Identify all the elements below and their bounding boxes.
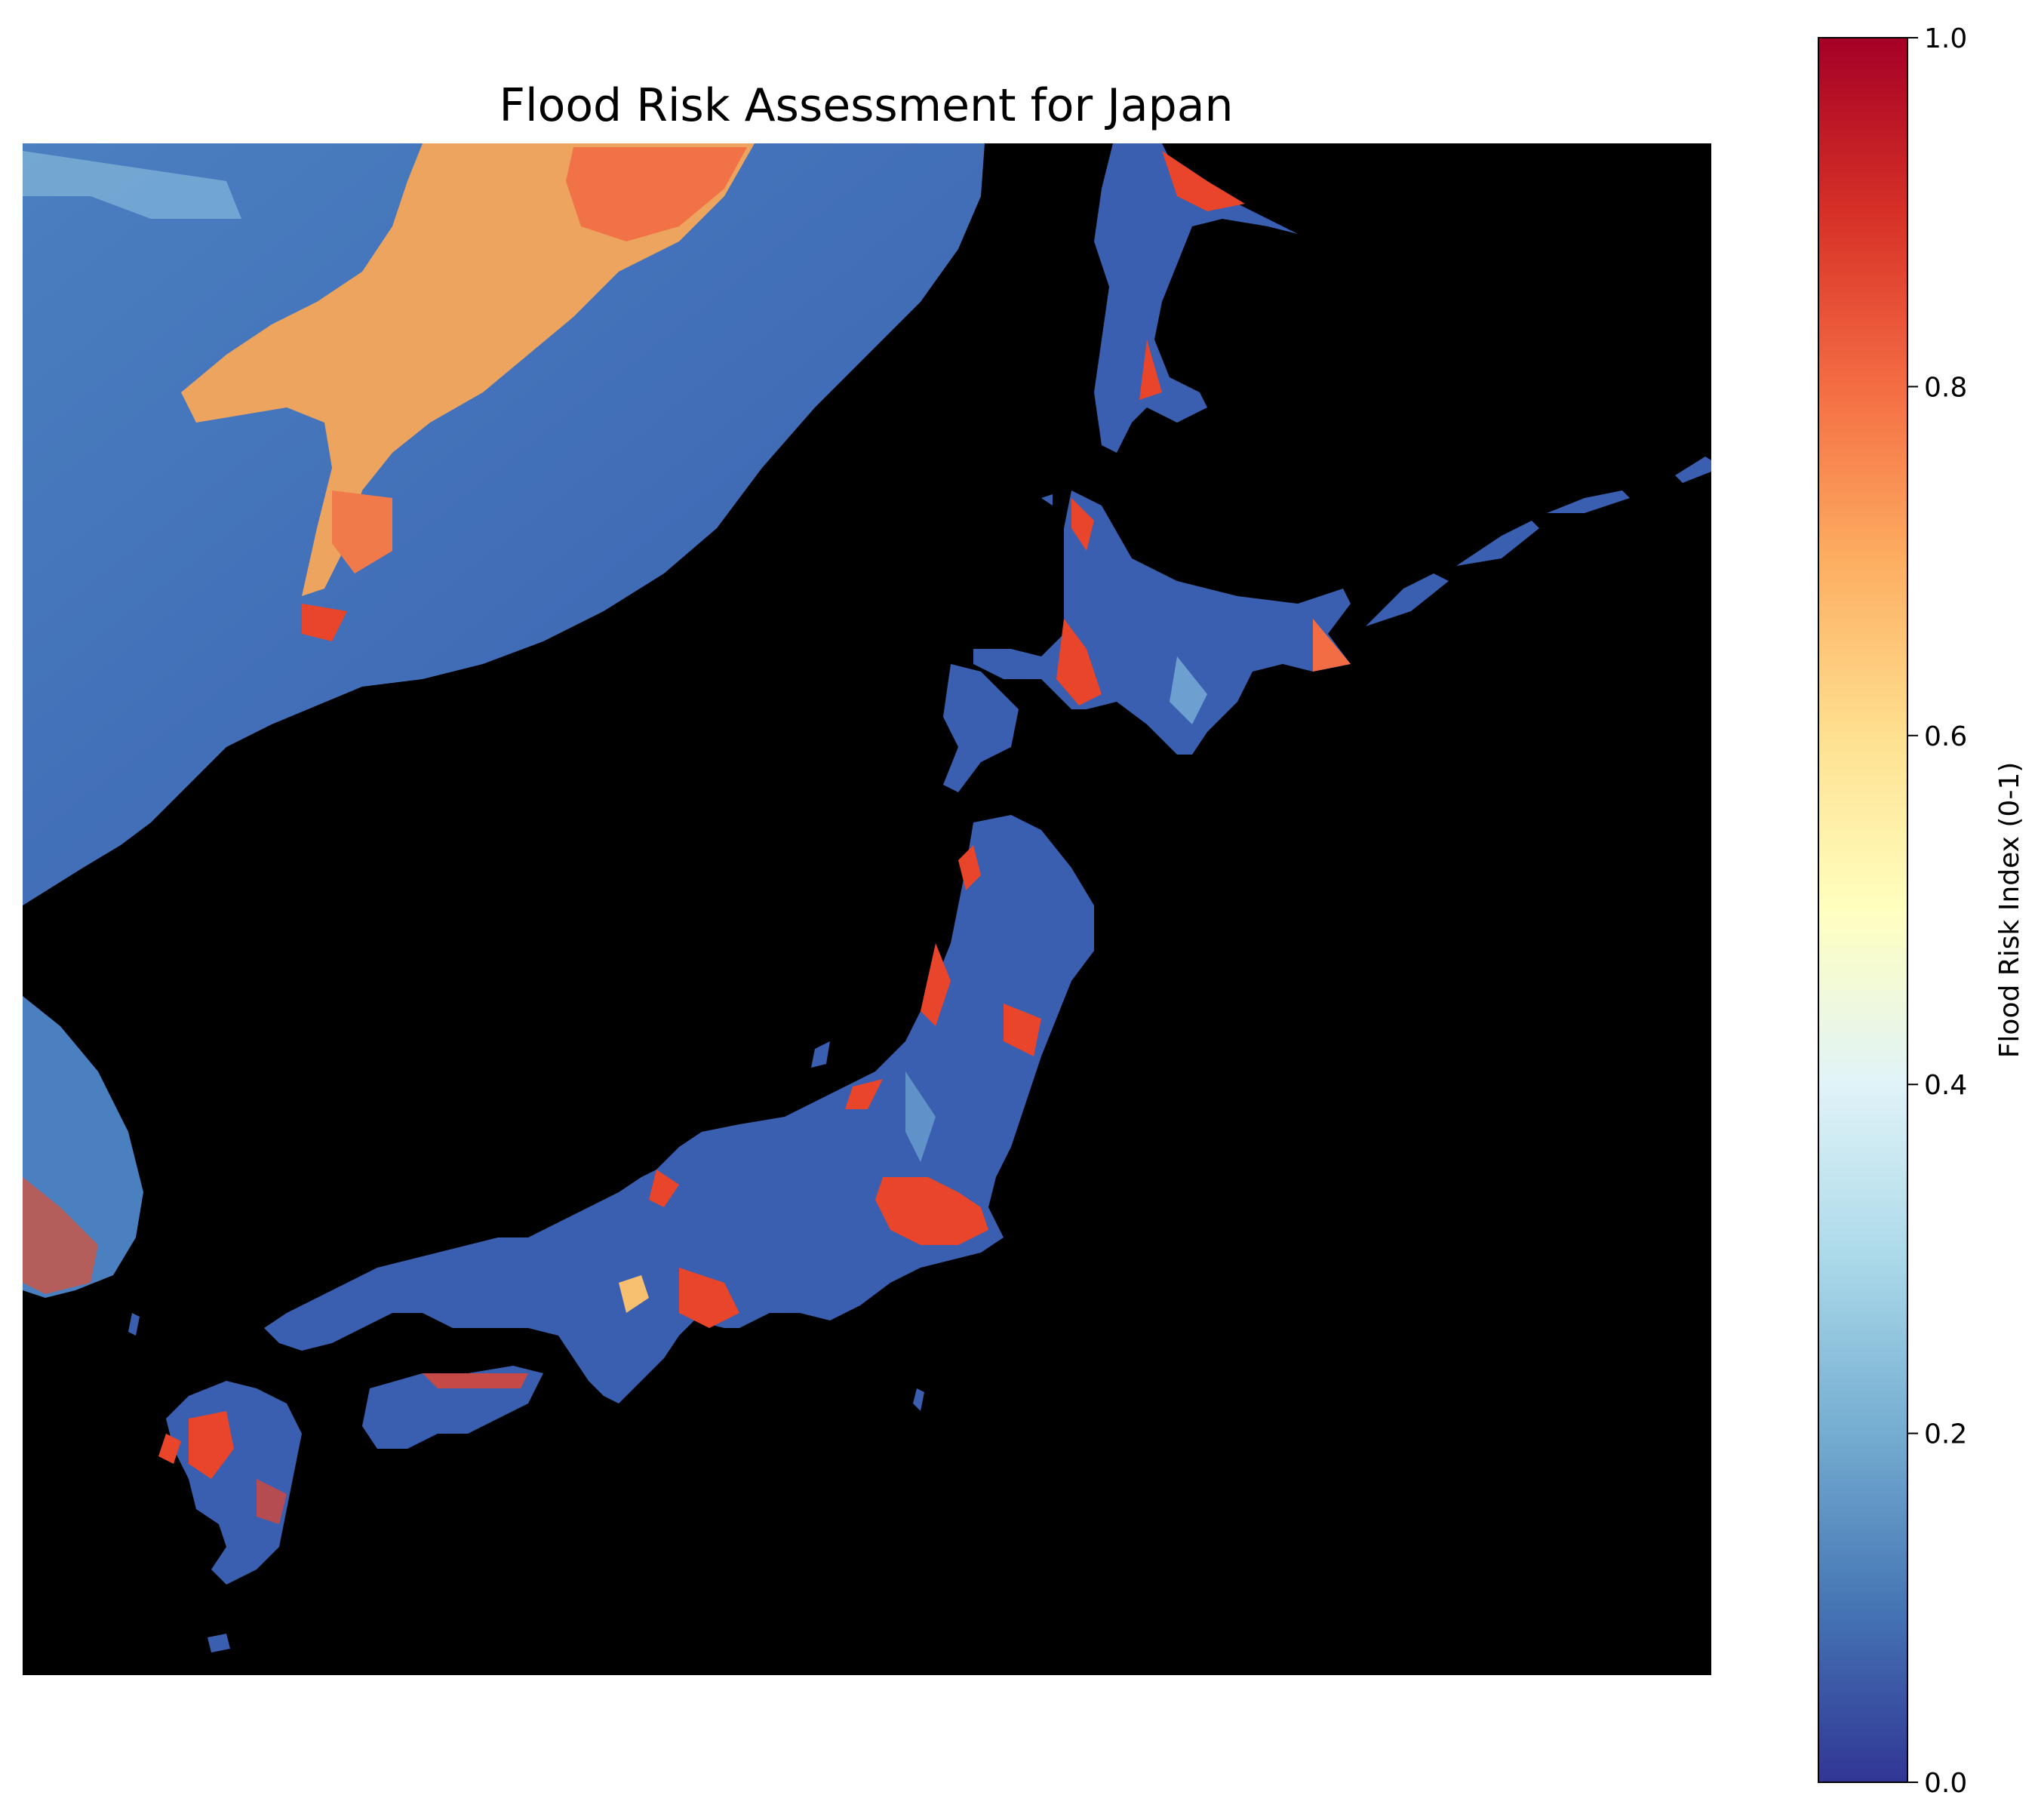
korean-peninsula — [23, 996, 143, 1298]
colorbar: 0.0 0.2 0.4 0.6 0.8 1.0 Flood Risk Index (0-1… — [1818, 23, 2025, 1799]
colorbar-tick-label: 0.8 — [1924, 372, 1967, 403]
colorbar-tick-label: 0.2 — [1924, 1419, 1967, 1450]
kyushu — [158, 1381, 302, 1652]
shikoku — [362, 1366, 543, 1449]
colorbar-tick-label: 1.0 — [1924, 23, 1967, 54]
sakhalin — [1094, 143, 1298, 453]
map-title: Flood Risk Assessment for Japan — [499, 79, 1233, 132]
colorbar-tick-label: 0.6 — [1924, 721, 1967, 752]
colorbar-label: Flood Risk Index (0-1) — [1994, 762, 2025, 1059]
hokkaido — [943, 490, 1351, 792]
map-panel — [23, 143, 1711, 1675]
colorbar-tick-label: 0.0 — [1924, 1768, 1967, 1799]
colorbar-ticks: 0.0 0.2 0.4 0.6 0.8 1.0 — [1907, 23, 1967, 1799]
colorbar-tick-label: 0.4 — [1924, 1070, 1967, 1101]
asian-mainland — [23, 143, 985, 905]
small-islands — [128, 494, 1053, 1411]
kuril-islands — [1366, 457, 1711, 626]
colorbar-gradient — [1818, 37, 1908, 1783]
honshu — [264, 815, 1094, 1403]
